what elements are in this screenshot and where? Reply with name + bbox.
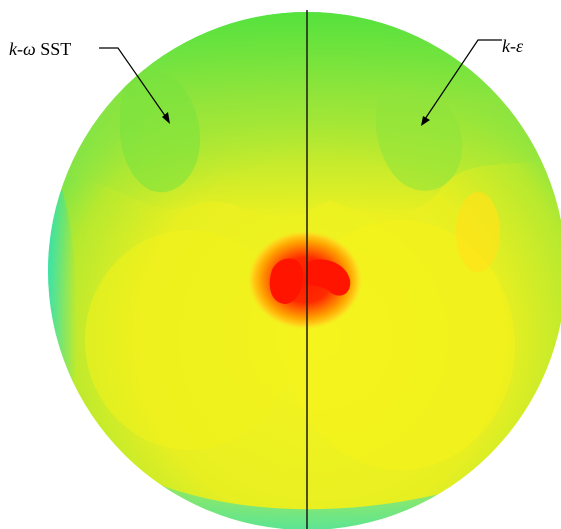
right-pointer-line: [422, 39, 502, 123]
label-left-prefix: k: [9, 39, 17, 59]
hot-spot-right-core: [306, 259, 351, 296]
right-pointer-arrowhead: [421, 116, 430, 126]
label-left-symbol: ω: [23, 39, 36, 59]
left-pointer-line: [99, 47, 169, 121]
upper-left-lobe: [119, 68, 200, 193]
label-left-dash: -: [17, 39, 23, 59]
contour-field: [48, 12, 561, 529]
label-k-omega-sst: k-ω SST: [9, 40, 71, 58]
label-k-epsilon: k-ε: [502, 37, 523, 55]
upper-right-lobe: [375, 88, 463, 191]
left-yellow-core: [85, 230, 295, 450]
label-right-symbol: ε: [516, 36, 524, 56]
right-warm-spot: [456, 192, 500, 272]
label-right-prefix: k: [502, 36, 510, 56]
label-left-suffix: SST: [35, 39, 72, 59]
left-pointer-arrowhead: [162, 112, 170, 124]
hot-spot-left-core: [269, 258, 304, 304]
label-right-dash: -: [510, 36, 516, 56]
hot-spot-region: [247, 230, 363, 330]
